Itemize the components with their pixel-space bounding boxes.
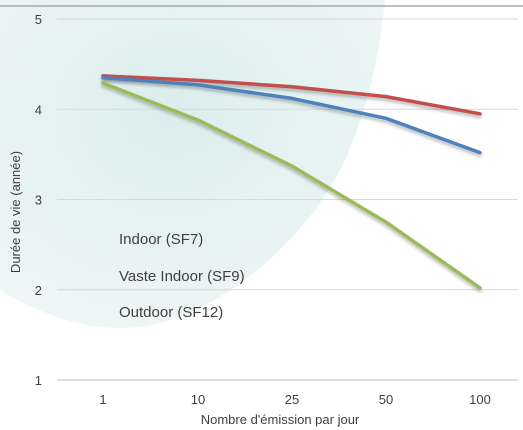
legend-label: Outdoor (SF12)	[119, 304, 223, 321]
y-axis-title: Durée de vie (année)	[8, 151, 23, 273]
background-decoration	[0, 0, 385, 329]
y-tick-label: 5	[35, 12, 42, 27]
gridlines	[57, 18, 518, 381]
x-tick-label: 100	[469, 392, 491, 407]
x-tick-label: 1	[99, 392, 106, 407]
series-line	[101, 81, 482, 290]
x-axis-ticks: 1 10 25 50 100	[99, 392, 490, 407]
x-tick-label: 25	[285, 392, 299, 407]
x-tick-label: 50	[379, 392, 393, 407]
y-tick-label: 3	[35, 193, 42, 208]
legend: Indoor (SF7) Vaste Indoor (SF9) Outdoor (S…	[86, 231, 245, 321]
legend-label: Indoor (SF7)	[119, 231, 203, 248]
x-tick-label: 10	[191, 392, 205, 407]
y-tick-label: 1	[35, 373, 42, 388]
legend-label: Vaste Indoor (SF9)	[119, 268, 245, 285]
series-lines	[101, 74, 482, 290]
y-tick-label: 2	[35, 283, 42, 298]
y-axis-ticks: 1 2 3 4 5	[35, 12, 42, 388]
series-line	[101, 74, 482, 116]
x-axis-title: Nombre d'émission par jour	[201, 412, 360, 427]
series-line	[101, 75, 482, 155]
y-tick-label: 4	[35, 102, 42, 117]
